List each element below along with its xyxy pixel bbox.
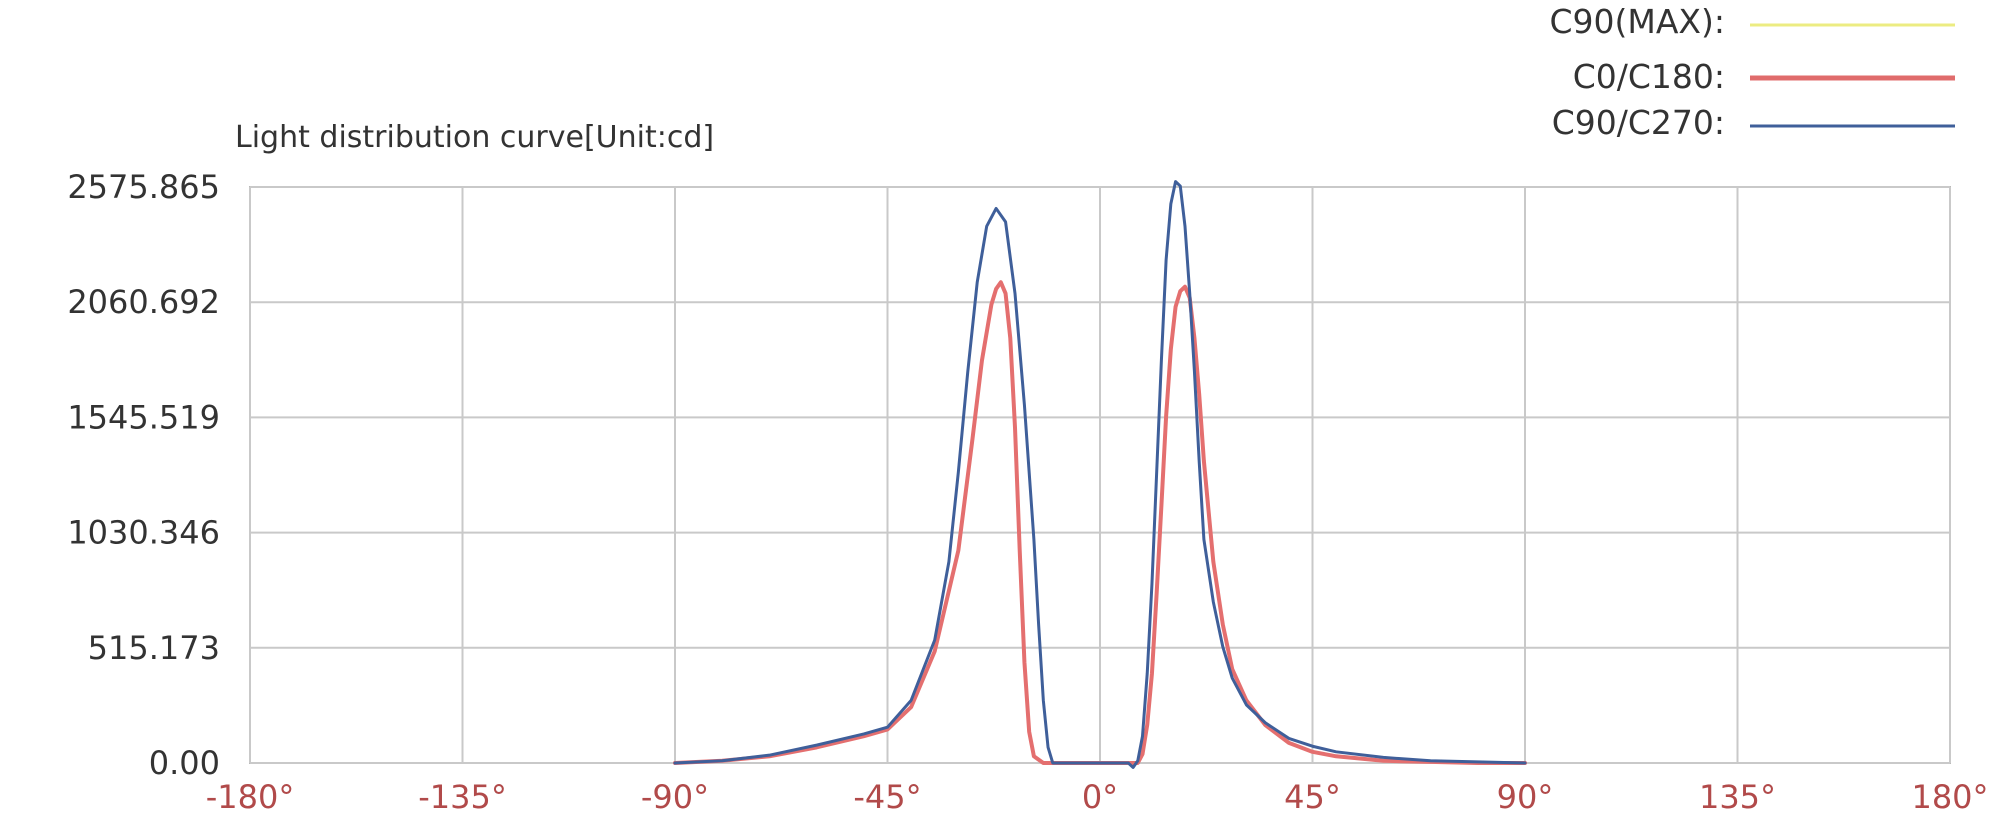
- legend: C90(MAX): C0/C180: C90/C270:: [1549, 2, 1955, 142]
- x-tick-label: -90°: [641, 778, 709, 816]
- x-tick-label: -45°: [853, 778, 921, 816]
- x-tick-label: 0°: [1082, 778, 1118, 816]
- x-tick-label: 180°: [1911, 778, 1988, 816]
- y-tick-label: 2060.692: [67, 283, 220, 321]
- y-tick-label: 2575.865: [67, 168, 220, 206]
- y-tick-label: 515.173: [88, 629, 220, 667]
- series-line-c0-c180: [673, 280, 1527, 765]
- x-tick-label: -180°: [206, 778, 295, 816]
- x-tick-label: 135°: [1699, 778, 1776, 816]
- legend-label-c90-c270: C90/C270:: [1552, 103, 1725, 142]
- series-layer: [673, 180, 1527, 769]
- legend-label-c0-c180: C0/C180:: [1573, 57, 1725, 96]
- y-tick-label: 0.00: [149, 744, 220, 782]
- series-line-c90-c270: [673, 180, 1527, 769]
- x-tick-label: 90°: [1497, 778, 1554, 816]
- axis-label-layer: -180° -135° -90° -45° 0° 45° 90° 135° 180° 0.00 51…: [67, 168, 1988, 816]
- chart-title: Light distribution curve[Unit:cd]: [235, 120, 714, 155]
- x-tick-label: 45°: [1284, 778, 1341, 816]
- legend-label-c90-max: C90(MAX):: [1549, 2, 1725, 41]
- y-tick-label: 1545.519: [67, 398, 220, 436]
- x-tick-label: -135°: [418, 778, 507, 816]
- grid-layer: [249, 186, 1951, 764]
- y-tick-label: 1030.346: [67, 514, 220, 552]
